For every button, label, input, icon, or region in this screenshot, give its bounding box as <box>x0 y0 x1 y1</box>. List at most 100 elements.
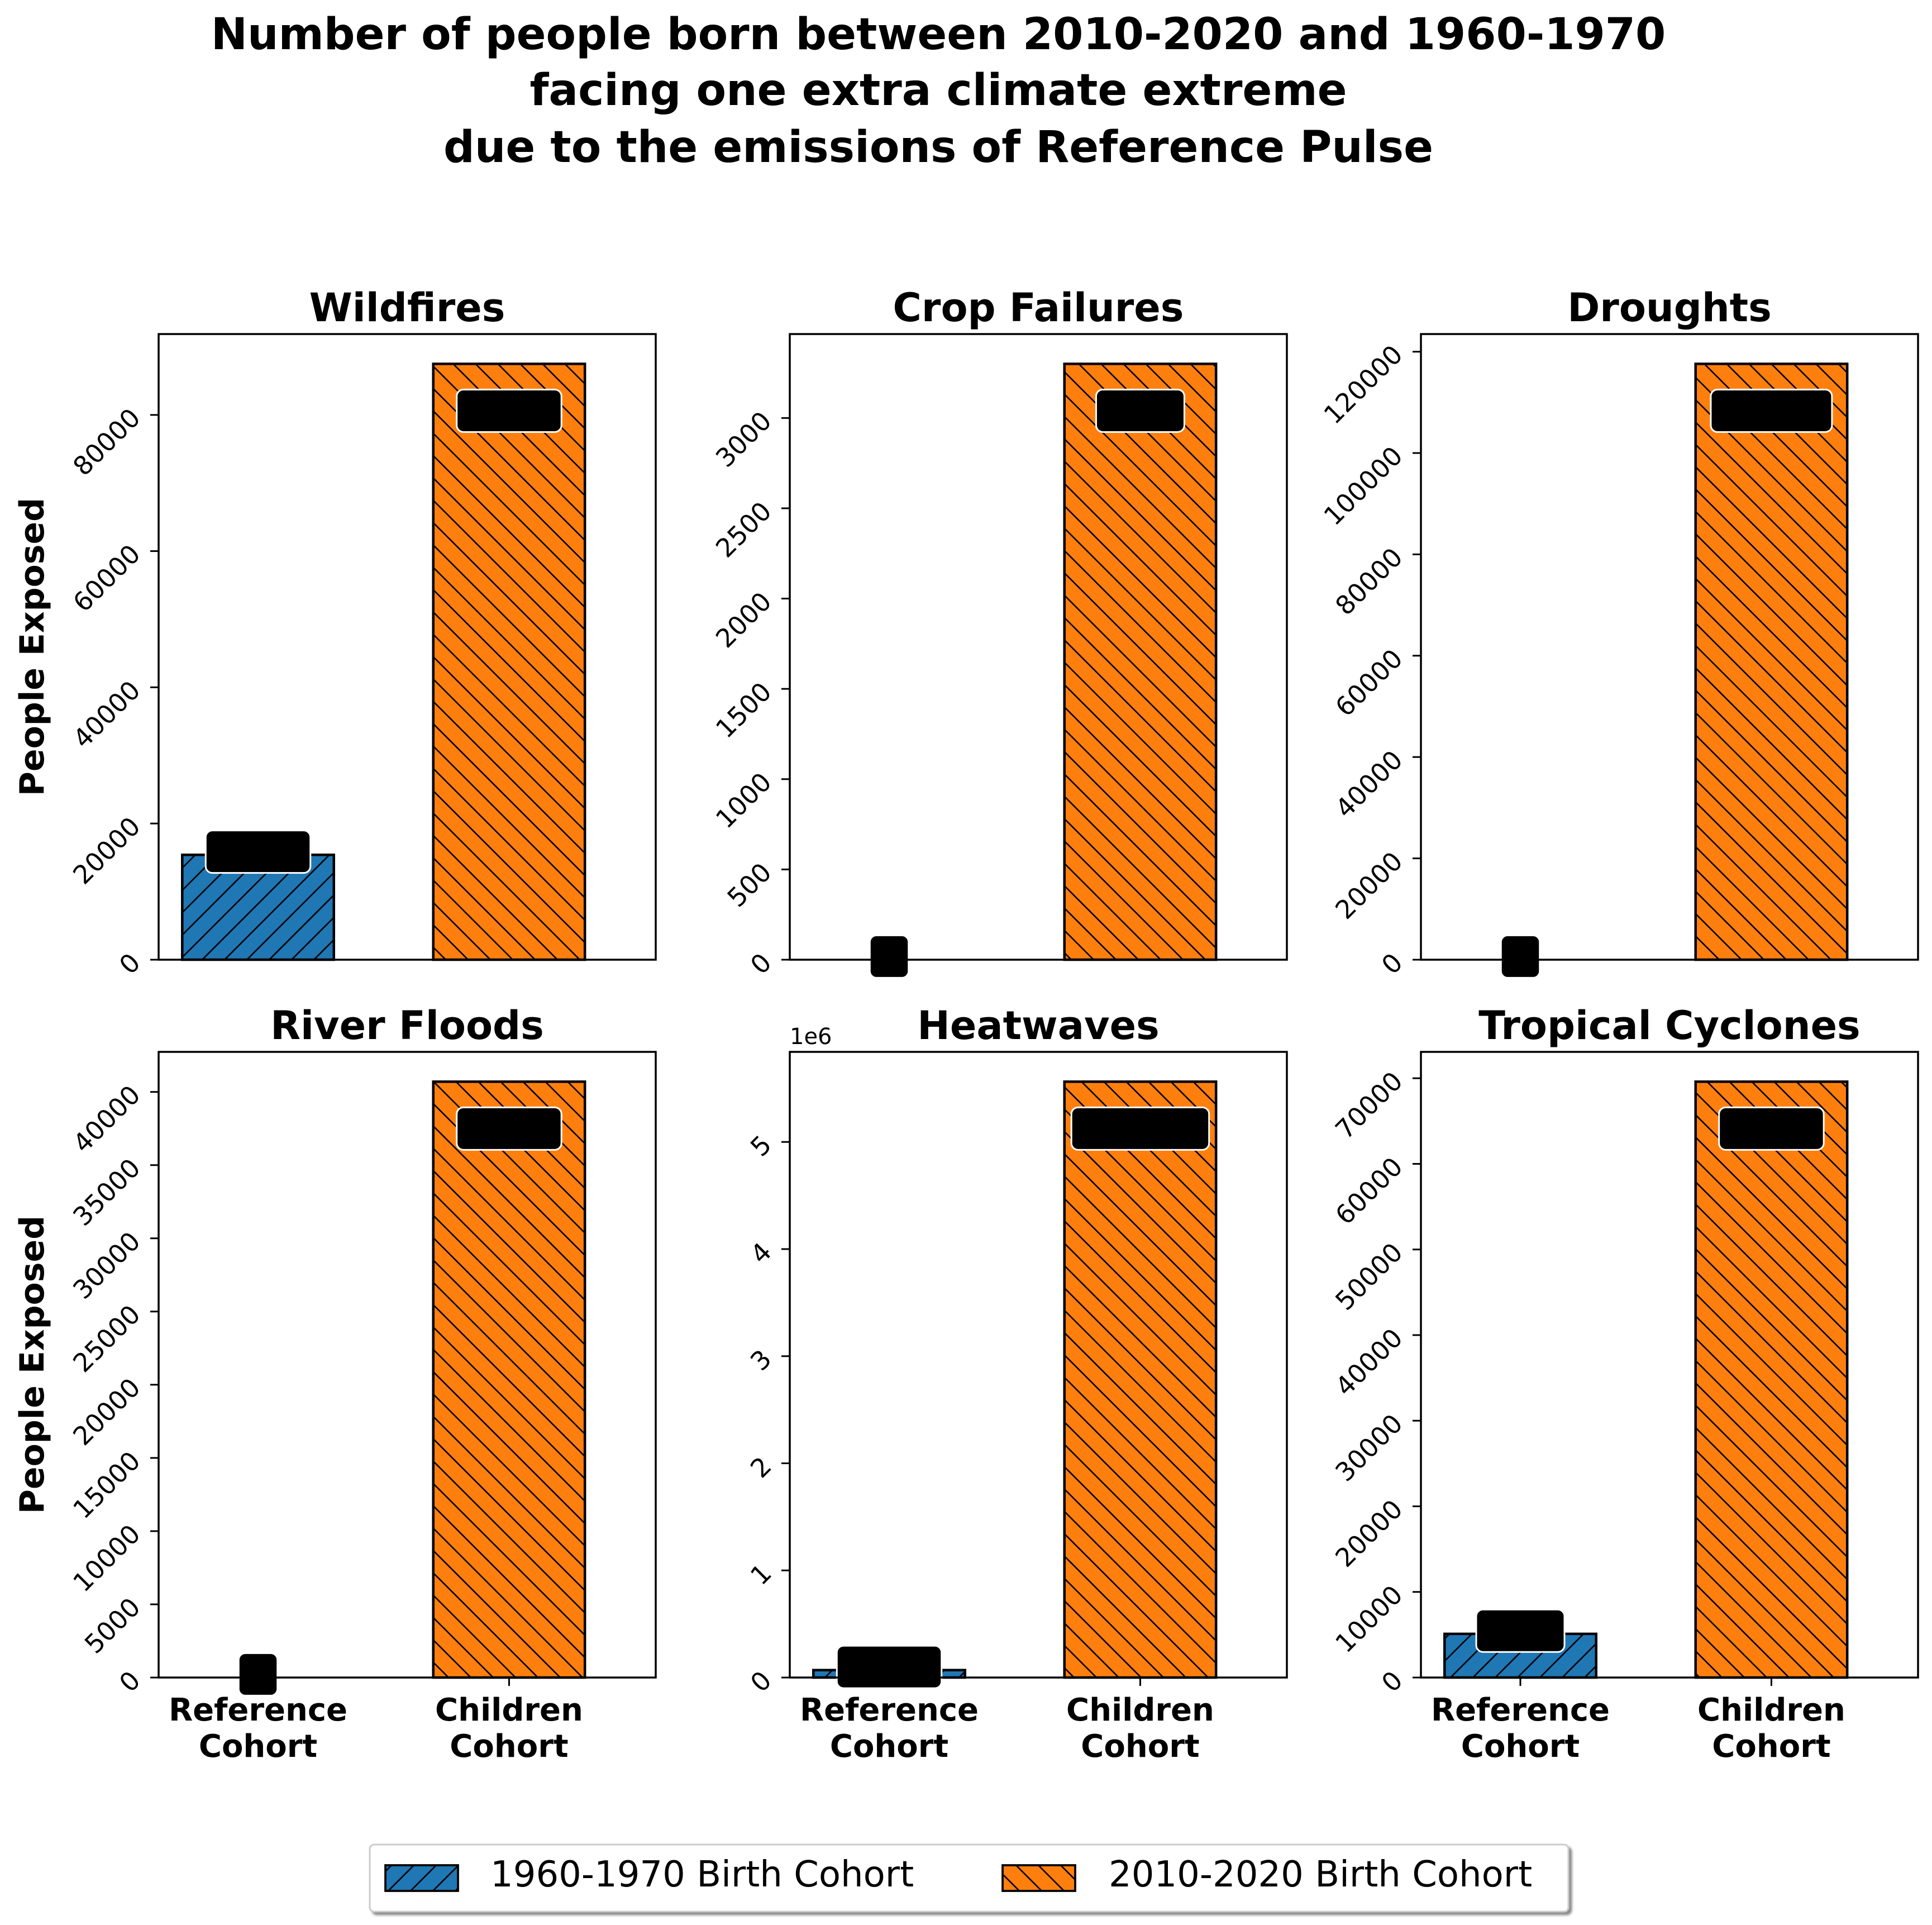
value-label-box-children <box>1095 388 1185 433</box>
x-tick-label: Reference <box>1431 1692 1610 1728</box>
y-tick-label: 120000 <box>1318 339 1408 430</box>
title-line-2: facing one extra climate extreme <box>530 65 1347 116</box>
y-tick-label: 0 <box>745 947 777 980</box>
value-label-children: 117600 <box>1718 396 1825 426</box>
y-tick-label: 0 <box>745 1665 777 1698</box>
subplot-river-floods: River Floods0407000500010000150002000025… <box>13 1003 657 1765</box>
value-label-box-children <box>456 1106 562 1151</box>
y-tick-label: 20000 <box>1329 846 1409 925</box>
subplot-wildfires: Wildfires 15400 87500 0 20000 40000 60000 80000… <box>13 285 657 980</box>
subplot-tropical-cyclones: Tropical Cyclones 5100 69600 0 1000020000300… <box>1329 1003 1919 1765</box>
y-tick-label: 1500 <box>710 676 777 744</box>
value-label-reference: 0 <box>880 942 898 972</box>
y-tick-label: 2500 <box>710 496 777 564</box>
bar-hatch-children <box>1064 364 1217 960</box>
title-line-3: due to the emissions of Reference Pulse <box>443 122 1433 173</box>
y-tick-label: 25000 <box>67 1299 146 1378</box>
value-label-children: 5562700 <box>1077 1114 1203 1144</box>
legend-swatch-children-hatch <box>1001 1864 1076 1892</box>
subplot-title: Wildfires <box>309 285 505 331</box>
legend-label-reference: 1960-1970 Birth Cohort <box>490 1854 914 1895</box>
x-tick-label: Cohort <box>830 1728 948 1765</box>
x-tick-label: Cohort <box>1081 1728 1199 1765</box>
y-tick-label: 2 <box>745 1451 777 1484</box>
x-tick-label: Children <box>1697 1692 1845 1728</box>
y-tick-label: 5000 <box>79 1592 146 1660</box>
legend-frame <box>369 1843 1570 1913</box>
value-label-box-reference <box>1475 1608 1566 1653</box>
y-tick-label: 0 <box>1376 947 1409 980</box>
x-tick-label: Cohort <box>199 1728 317 1765</box>
y-tick-label: 3000 <box>710 406 777 473</box>
title-line-1: Number of people born between 2010-2020 … <box>211 9 1666 60</box>
value-label-box-reference <box>204 830 312 874</box>
y-tick-label: 60000 <box>67 539 146 618</box>
subplot-crop-failures: Crop Failures 0 3300 0 500 1000 1500 2000 2500 30… <box>710 285 1288 980</box>
value-label-box-children <box>1070 1106 1210 1151</box>
y-tick-label: 60000 <box>1329 643 1409 722</box>
y-tick-label: 0 <box>1376 1665 1409 1698</box>
y-tick-label: 80000 <box>67 402 146 482</box>
y-tick-label: 1 <box>745 1558 777 1591</box>
bar-hatch-children <box>1695 1081 1848 1678</box>
figure-title: Number of people born between 2010-2020 … <box>211 9 1666 173</box>
bar-hatch-children <box>433 364 585 960</box>
subplot-droughts: Droughts 0 117600 0 20000 40000 60000 80000 1000… <box>1318 285 1919 980</box>
value-label-children: 40700 <box>464 1114 554 1144</box>
legend-swatch-reference-hatch <box>384 1864 459 1892</box>
value-label-box-reference <box>869 934 910 979</box>
subplot-title: Droughts <box>1567 285 1772 331</box>
y-tick-label: 30000 <box>67 1226 146 1305</box>
value-label-reference: 0 <box>1511 942 1529 972</box>
axes-frame <box>158 333 657 961</box>
subplot-grid: Wildfires1540087500020000400006000080000… <box>13 285 1919 1765</box>
value-label-children: 69600 <box>1726 1114 1816 1144</box>
y-tick-label: 5 <box>745 1130 777 1162</box>
y-offset-label: 1e6 <box>790 1024 832 1050</box>
value-label-children: 3300 <box>1104 396 1176 426</box>
y-axis-label: People Exposed <box>13 498 52 796</box>
x-tick-label: Reference <box>169 1692 347 1728</box>
y-tick-label: 40000 <box>1329 1323 1409 1402</box>
bar-hatch-children <box>1695 364 1848 960</box>
value-label-box-children <box>456 388 562 433</box>
y-tick-label: 40000 <box>1329 745 1409 824</box>
x-tick-label: Cohort <box>450 1728 568 1765</box>
value-label-box-reference <box>237 1652 279 1697</box>
x-tick-label: Reference <box>800 1692 979 1728</box>
y-tick-label: 50000 <box>1329 1237 1409 1316</box>
y-tick-label: 20000 <box>1329 1494 1409 1573</box>
y-tick-label: 15000 <box>67 1445 146 1524</box>
legend-label-children: 2010-2020 Birth Cohort <box>1109 1854 1532 1895</box>
value-label-reference: 15400 <box>213 837 303 867</box>
value-label-box-reference <box>1500 934 1541 979</box>
bar-hatch-children <box>433 1081 585 1678</box>
value-label-reference: 5100 <box>1485 1616 1556 1646</box>
subplot-title: Heatwaves <box>917 1003 1159 1049</box>
y-tick-label: 10000 <box>1329 1579 1409 1659</box>
y-tick-label: 70000 <box>1329 1066 1409 1145</box>
y-tick-label: 80000 <box>1329 542 1409 621</box>
y-tick-label: 30000 <box>1329 1408 1409 1488</box>
axes-frame <box>789 1051 1288 1679</box>
y-tick-label: 35000 <box>67 1152 146 1232</box>
y-tick-label: 3 <box>745 1343 777 1376</box>
legend-item-children: 2010-2020 Birth Cohort <box>1001 1854 1532 1895</box>
value-label-box-children <box>1718 1106 1825 1151</box>
y-tick-label: 20000 <box>67 811 146 890</box>
y-tick-label: 500 <box>722 857 777 913</box>
y-tick-label: 2000 <box>710 586 777 654</box>
value-label-box-children <box>1710 388 1833 433</box>
y-tick-label: 20000 <box>67 1372 146 1451</box>
subplot-title: Crop Failures <box>893 285 1184 331</box>
y-tick-label: 60000 <box>1329 1151 1409 1231</box>
subplot-title: River Floods <box>270 1003 544 1049</box>
x-tick-label: Cohort <box>1461 1728 1580 1765</box>
y-tick-label: 4 <box>745 1237 777 1270</box>
axes-frame <box>1420 1051 1919 1679</box>
bar-hatch-children <box>1064 1081 1217 1678</box>
value-label-children: 87500 <box>464 396 554 426</box>
y-tick-label: 0 <box>113 947 146 980</box>
y-tick-label: 40000 <box>67 1079 146 1159</box>
